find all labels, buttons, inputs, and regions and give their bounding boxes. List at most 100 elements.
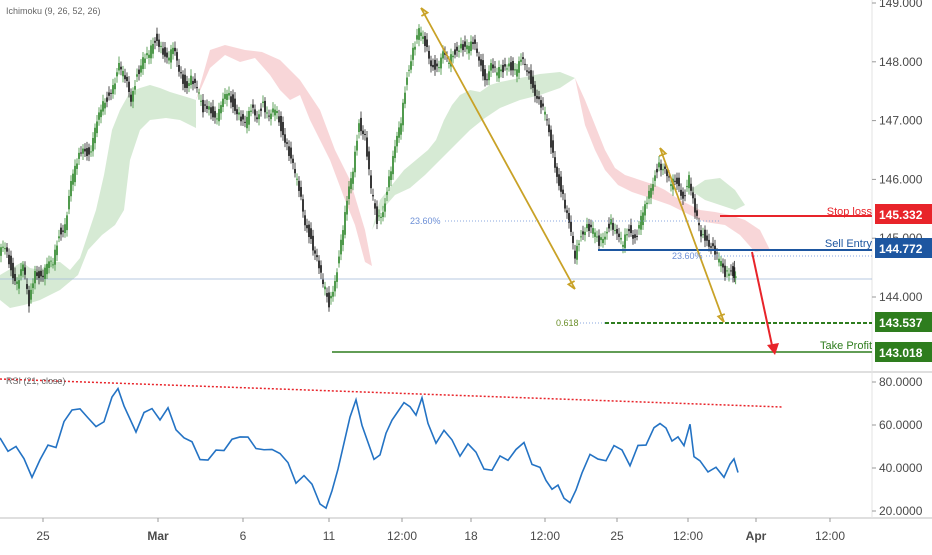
candle-body (482, 60, 484, 77)
candle-body (702, 234, 704, 236)
candle-body (502, 65, 504, 73)
candle-body (620, 237, 622, 240)
candle-body (90, 151, 92, 153)
candle-body (392, 156, 394, 175)
candle-body (300, 187, 302, 197)
candle-body (68, 195, 70, 210)
candle-body (406, 77, 408, 85)
candle-body (336, 272, 338, 282)
candle-body (428, 50, 430, 59)
candle-body (656, 168, 658, 173)
candle-body (476, 48, 478, 53)
take-profit-label: Take Profit (820, 340, 872, 352)
candle-body (590, 224, 592, 228)
trade-levels (332, 7, 872, 355)
candle-body (172, 47, 174, 55)
candle-body (360, 117, 362, 132)
candle-body (216, 118, 218, 120)
candle-body (716, 252, 718, 254)
candle-body (278, 116, 280, 123)
candle-body (144, 58, 146, 63)
candle-body (22, 264, 24, 271)
candle-body (302, 199, 304, 212)
candle-body (268, 115, 270, 117)
candle-body (734, 276, 737, 279)
candle-body (664, 166, 666, 169)
candle-body (434, 59, 436, 70)
candle-body (20, 269, 22, 276)
candle-body (242, 114, 244, 120)
candle-body (88, 147, 90, 155)
candle-body (184, 74, 186, 88)
candle-body (280, 115, 282, 132)
candle-body (162, 48, 164, 55)
fib-label-1: 23.60% (410, 216, 441, 226)
candle-body (588, 223, 590, 231)
candle-body (346, 200, 348, 215)
candle-body (188, 83, 190, 87)
candle-body (26, 284, 28, 289)
candle-body (696, 210, 698, 216)
candle-body (66, 215, 68, 231)
projection-arrow-line (751, 251, 774, 351)
fib-arrow-2-head-0 (716, 313, 726, 323)
candle-body (700, 230, 702, 237)
candle-body (256, 117, 258, 120)
candle-body (492, 64, 494, 69)
candle-body (218, 108, 220, 122)
candle-body (240, 116, 242, 122)
candle-body (692, 192, 694, 199)
candle-body (8, 254, 10, 265)
candle-body (100, 109, 102, 118)
candle-body (332, 291, 334, 297)
candle-body (260, 108, 262, 111)
candle-body (578, 243, 580, 245)
candle-body (733, 267, 736, 278)
candle-body (94, 127, 96, 144)
candle-body (128, 81, 130, 92)
candle-body (422, 36, 424, 39)
candle-body (138, 69, 140, 75)
grid (0, 0, 932, 519)
candle-body (84, 148, 86, 152)
candle-body (48, 261, 50, 268)
candle-body (104, 102, 106, 109)
candle-body (688, 175, 690, 189)
candle-body (324, 286, 326, 290)
candle-body (116, 72, 118, 77)
candle-body (230, 96, 232, 103)
candle-body (374, 203, 376, 209)
candle-body (398, 127, 400, 138)
candle-body (192, 80, 194, 85)
candle-body (236, 109, 238, 115)
candle-body (288, 146, 290, 156)
candle-body (594, 232, 596, 237)
candle-body (246, 116, 248, 129)
candle-body (698, 222, 700, 226)
candle-body (452, 55, 454, 58)
candle-body (636, 235, 638, 237)
candle-body (652, 184, 654, 191)
candle-body (92, 137, 94, 152)
candle-body (316, 255, 318, 258)
candle-body (322, 279, 324, 285)
fib-label-3: 0.618 (556, 318, 579, 328)
candle-body (326, 293, 328, 297)
target-value: 143.537 (879, 316, 923, 330)
candle-body (82, 148, 84, 154)
candle-body (582, 231, 584, 235)
rsi-tick-label-0: 80.0000 (879, 375, 923, 389)
candle-body (458, 50, 460, 52)
candle-body (648, 190, 650, 199)
candle-body (132, 90, 134, 102)
candle-body (44, 267, 46, 279)
candle-body (504, 64, 506, 67)
candle-body (348, 186, 350, 200)
x-tick-label-8: 12:00 (673, 529, 703, 543)
x-tick-label-10: 12:00 (815, 529, 845, 543)
candle-body (110, 92, 112, 94)
candle-body (580, 236, 582, 238)
candle-body (640, 215, 642, 230)
rsi-tick-label-1: 60.0000 (879, 418, 923, 432)
candle-body (126, 76, 128, 82)
